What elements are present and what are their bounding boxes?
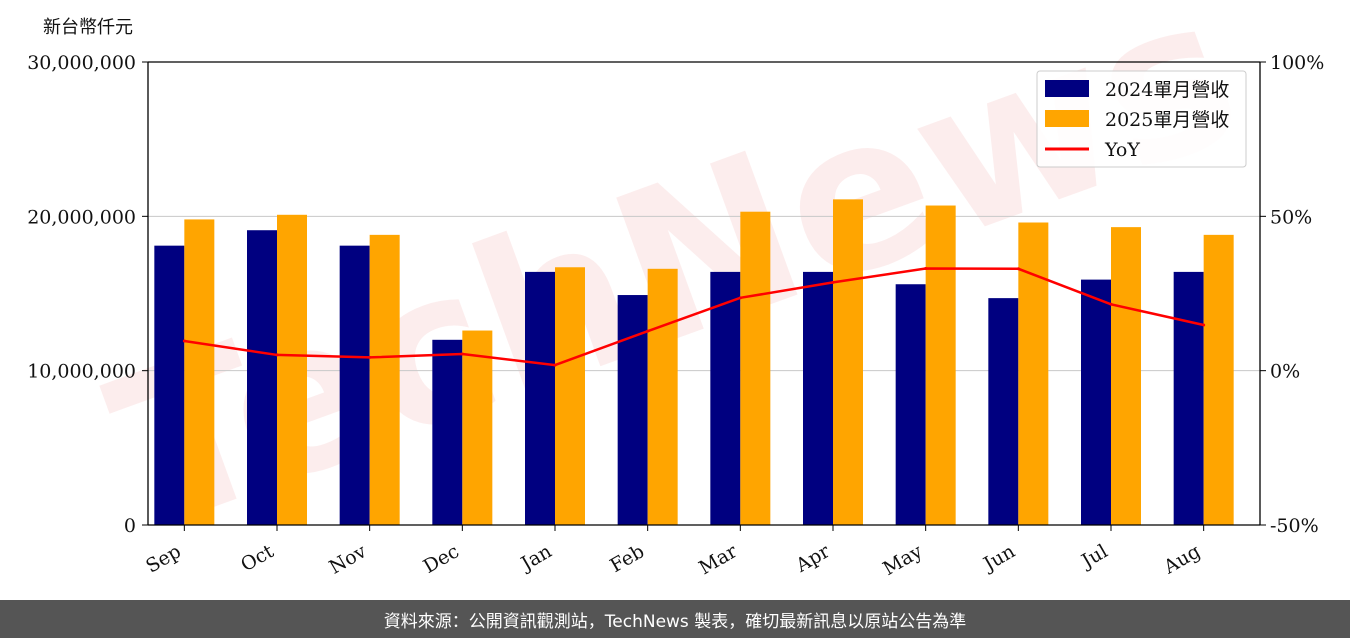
bar-2025-oct bbox=[277, 214, 307, 526]
y2-tick-label: 50% bbox=[1270, 206, 1312, 228]
bar-2025-sep bbox=[184, 219, 215, 526]
yoy-point-feb bbox=[646, 329, 650, 333]
yoy-point-dec bbox=[460, 352, 464, 356]
y-tick-label: 10,000,000 bbox=[27, 361, 136, 383]
bar-2024-apr bbox=[803, 271, 833, 525]
x-tick-label-jun: Jun bbox=[978, 540, 1019, 576]
bar-2024-jul bbox=[1081, 279, 1111, 525]
bar-2024-jan bbox=[525, 271, 555, 525]
bar-2025-mar bbox=[740, 211, 771, 525]
bar-2025-apr bbox=[833, 199, 863, 525]
x-tick-label-mar: Mar bbox=[695, 540, 741, 579]
bar-2025-jun bbox=[1018, 222, 1049, 526]
legend-label: 2025單月營收 bbox=[1105, 109, 1229, 131]
yoy-line bbox=[184, 267, 1204, 367]
bar-2025-may bbox=[925, 205, 956, 525]
yoy-point-nov bbox=[368, 355, 372, 359]
x-tick-label-dec: Dec bbox=[420, 540, 463, 578]
bar-2024-oct bbox=[247, 230, 277, 525]
y-axis-unit-label: 新台幣仟元 bbox=[43, 17, 133, 38]
bar-2024-nov bbox=[339, 245, 370, 525]
yoy-point-sep bbox=[182, 339, 186, 343]
revenue-chart: TechNews 010,000,00020,000,00030,000,000… bbox=[27, 0, 1324, 580]
x-tick-label-feb: Feb bbox=[606, 540, 648, 577]
bar-2024-mar bbox=[710, 271, 741, 525]
bar-2024-sep bbox=[154, 245, 185, 525]
bar-2025-nov bbox=[369, 234, 400, 525]
bar-2024-may bbox=[895, 284, 926, 525]
legend-box bbox=[1036, 70, 1247, 168]
legend-swatch bbox=[1045, 110, 1089, 127]
y2-tick-label: -50% bbox=[1270, 515, 1319, 537]
source-footer: 資料來源：公開資訊觀測站，TechNews 製表，確切最新訊息以原站公告為準 bbox=[0, 600, 1350, 638]
bar-2025-feb bbox=[647, 268, 678, 525]
x-tick-label-may: May bbox=[879, 540, 926, 580]
x-tick-label-aug: Aug bbox=[1159, 540, 1204, 579]
source-text: 資料來源：公開資訊觀測站，TechNews 製表，確切最新訊息以原站公告為準 bbox=[383, 611, 967, 632]
x-tick-label-nov: Nov bbox=[326, 540, 371, 579]
x-tick-label-jan: Jan bbox=[516, 540, 556, 576]
y2-tick-label: 0% bbox=[1270, 361, 1300, 383]
yoy-point-jan bbox=[553, 363, 557, 367]
yoy-point-aug bbox=[1202, 323, 1206, 327]
x-tick-label-jul: Jul bbox=[1076, 540, 1111, 573]
x-tick-label-apr: Apr bbox=[791, 540, 834, 577]
bar-2024-aug bbox=[1173, 271, 1204, 525]
bar-2024-dec bbox=[432, 339, 463, 525]
legend-swatch bbox=[1045, 80, 1089, 97]
yoy-point-oct bbox=[275, 353, 279, 357]
bar-2025-dec bbox=[462, 330, 493, 525]
yoy-point-jul bbox=[1109, 302, 1113, 306]
yoy-point-jun bbox=[1016, 267, 1020, 271]
bar-2025-jul bbox=[1111, 227, 1141, 526]
legend-label: 2024單月營收 bbox=[1105, 79, 1229, 101]
legend-label: YoY bbox=[1104, 139, 1140, 161]
y-tick-label: 30,000,000 bbox=[27, 52, 136, 74]
legend: 2024單月營收 2025單月營收 YoY bbox=[1036, 70, 1247, 168]
bars bbox=[154, 199, 1234, 526]
yoy-point-may bbox=[924, 266, 928, 270]
bar-2024-feb bbox=[617, 295, 648, 525]
bar-2025-jan bbox=[555, 267, 585, 525]
yoy-line-layer bbox=[182, 266, 1206, 367]
yoy-point-mar bbox=[738, 296, 742, 300]
bar-2024-jun bbox=[988, 298, 1019, 525]
y2-tick-label: 100% bbox=[1270, 52, 1324, 74]
bar-2025-aug bbox=[1203, 234, 1234, 525]
y-tick-label: 20,000,000 bbox=[27, 206, 136, 228]
yoy-point-apr bbox=[831, 280, 835, 284]
y-tick-label: 0 bbox=[124, 515, 136, 537]
